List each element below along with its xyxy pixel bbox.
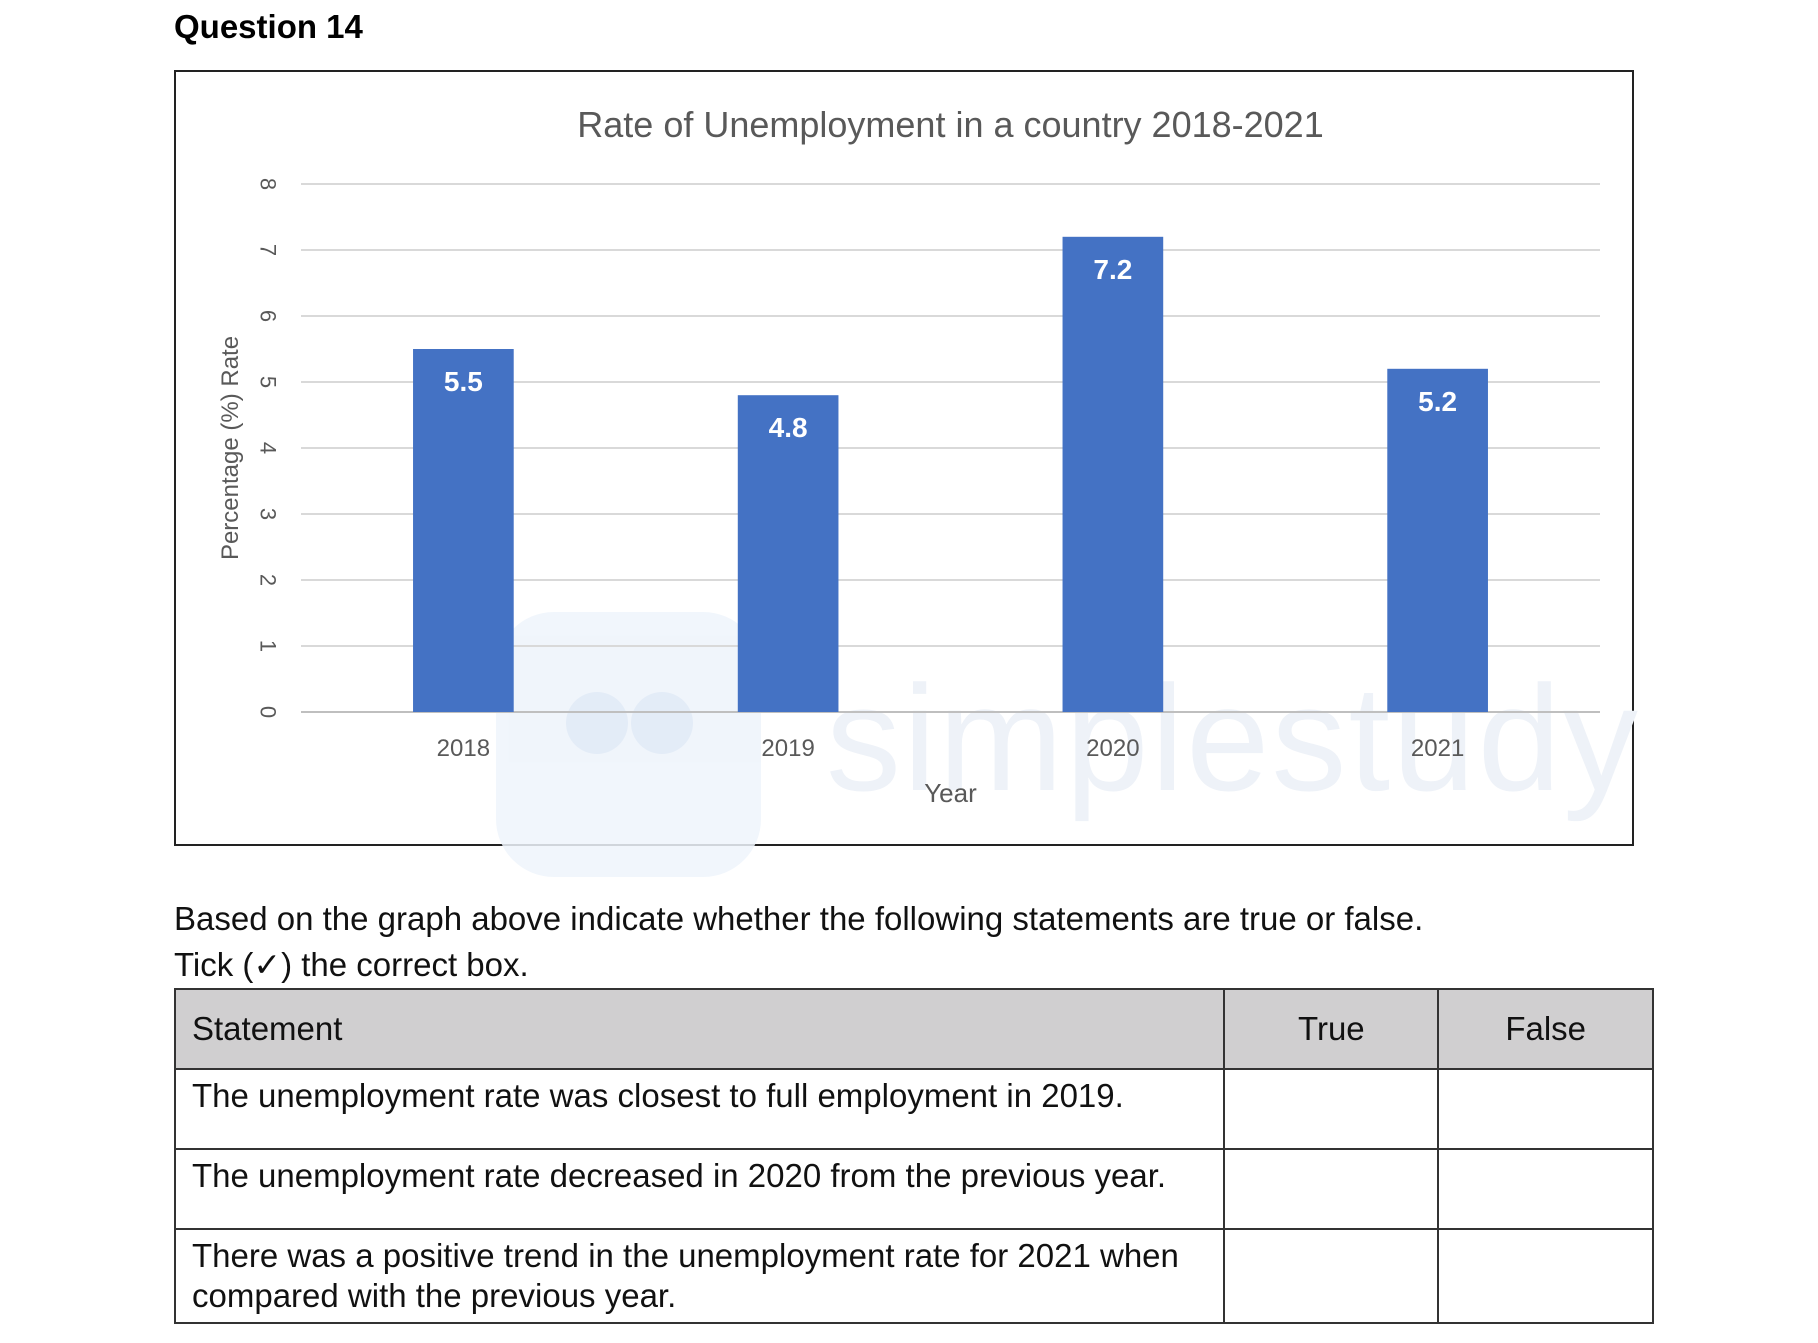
y-tick-label: 8 xyxy=(256,178,281,190)
bar xyxy=(737,395,839,712)
y-tick-label: 4 xyxy=(256,442,281,454)
watermark-text: simplestudy xyxy=(826,654,1640,822)
instructions: Based on the graph above indicate whethe… xyxy=(174,896,1654,988)
y-axis-label: Percentage (%) Rate xyxy=(217,336,244,560)
watermark-logo xyxy=(496,612,761,877)
table-row: The unemployment rate decreased in 2020 … xyxy=(173,1148,1654,1230)
y-tick-label: 2 xyxy=(256,574,281,586)
statement-cell: There was a positive trend in the unempl… xyxy=(173,1228,1226,1324)
x-tick-label: 2019 xyxy=(761,735,814,762)
false-checkbox[interactable] xyxy=(1437,1148,1654,1230)
x-tick-label: 2020 xyxy=(1086,735,1139,762)
x-axis-label: Year xyxy=(924,778,977,808)
instruction-line-1: Based on the graph above indicate whethe… xyxy=(174,900,1424,937)
bar xyxy=(1387,368,1488,712)
statement-cell: The unemployment rate decreased in 2020 … xyxy=(173,1148,1226,1230)
table-row: There was a positive trend in the unempl… xyxy=(173,1228,1654,1324)
y-tick-label: 0 xyxy=(256,706,281,718)
data-label: 5.2 xyxy=(1418,386,1457,417)
chart-title: Rate of Unemployment in a country 2018-2… xyxy=(577,104,1323,145)
false-checkbox[interactable] xyxy=(1437,1068,1654,1150)
y-tick-label: 1 xyxy=(256,640,281,652)
chart-frame: simplestudy Rate of Unemployment in a co… xyxy=(174,70,1638,877)
true-checkbox[interactable] xyxy=(1223,1228,1440,1324)
bar xyxy=(1062,236,1164,713)
question-heading: Question 14 xyxy=(174,8,363,45)
table-row: The unemployment rate was closest to ful… xyxy=(173,1068,1654,1150)
y-tick-label: 5 xyxy=(256,376,281,388)
true-checkbox[interactable] xyxy=(1223,1148,1440,1230)
bar xyxy=(413,349,514,712)
false-checkbox[interactable] xyxy=(1437,1228,1654,1324)
statement-cell: The unemployment rate was closest to ful… xyxy=(173,1068,1226,1150)
bar-chart: Rate of Unemployment in a country 2018-2… xyxy=(217,104,1600,808)
header-false: False xyxy=(1437,988,1654,1070)
data-label: 7.2 xyxy=(1093,254,1132,285)
true-checkbox[interactable] xyxy=(1223,1068,1440,1150)
y-tick-label: 7 xyxy=(256,244,281,256)
data-label: 5.5 xyxy=(444,366,483,397)
y-tick-label: 6 xyxy=(256,310,281,322)
data-label: 4.8 xyxy=(769,412,808,443)
x-tick-label: 2018 xyxy=(437,735,490,762)
statements-table: Statement True False The unemployment ra… xyxy=(173,988,1654,1324)
instruction-line-2: Tick (✓) the correct box. xyxy=(174,946,529,983)
table-header-row: Statement True False xyxy=(173,988,1654,1070)
header-true: True xyxy=(1223,988,1440,1070)
x-tick-label: 2021 xyxy=(1411,735,1464,762)
y-tick-label: 3 xyxy=(256,508,281,520)
header-statement: Statement xyxy=(173,988,1226,1070)
